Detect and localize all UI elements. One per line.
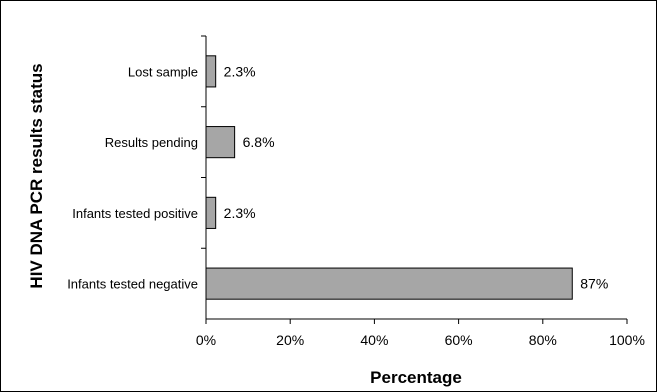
x-axis-title: Percentage [370,368,462,387]
bar [205,267,573,300]
x-tick-label: 0% [196,332,216,348]
bar [205,126,236,159]
data-label: 2.3% [224,63,256,79]
x-tick-label: 100% [609,332,645,348]
y-axis-title: HIV DNA PCR results status [27,63,46,288]
bar [205,196,217,229]
y-tick-label: Results pending [105,135,198,150]
bars-layer [205,55,573,300]
y-tick-label: Infants tested negative [67,277,198,292]
data-label: 2.3% [224,205,256,221]
labels-layer: 0% 20% 40% 60% 80% 100% Lost sample 2.3% Results… [67,63,645,348]
bar [205,55,217,88]
y-tick-label: Infants tested positive [72,206,198,221]
x-tick-label: 40% [360,332,388,348]
x-tick-label: 20% [276,332,304,348]
y-tick-label: Lost sample [128,64,198,79]
data-label: 87% [580,276,608,292]
axes-layer [201,35,628,324]
x-tick-label: 60% [445,332,473,348]
data-label: 6.8% [243,134,275,150]
x-tick-label: 80% [529,332,557,348]
